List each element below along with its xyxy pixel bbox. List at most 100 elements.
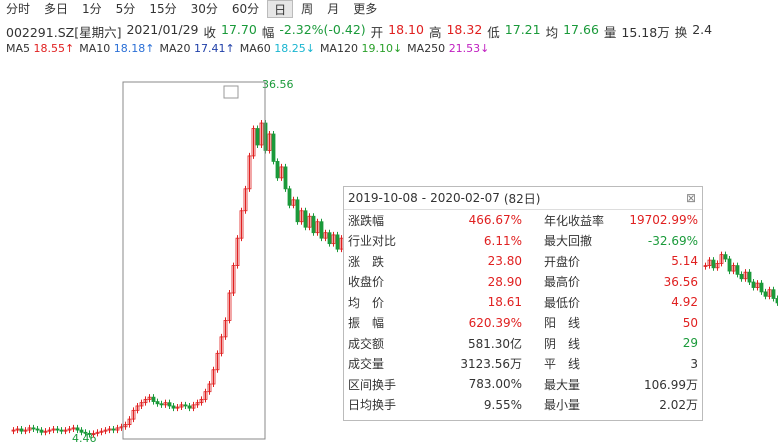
- quote-label: 开: [370, 25, 384, 40]
- row-label: 最大回撤: [544, 234, 593, 249]
- row-value: 466.67%: [468, 213, 522, 228]
- row-label: 最高价: [544, 275, 581, 290]
- tab[interactable]: 15分: [149, 2, 177, 16]
- popup-row: 行业对比 6.11% 最大回撤 -32.69%: [344, 231, 702, 252]
- row-label: 行业对比: [348, 234, 397, 249]
- row-label: 阳 线: [544, 316, 581, 331]
- select-icon[interactable]: [223, 85, 239, 99]
- ma-item: MA60 18.25↓: [240, 42, 315, 55]
- row-label: 平 线: [544, 357, 581, 372]
- popup-row: 区间换手 783.00% 最大量 106.99万: [344, 374, 702, 395]
- selection-box: [122, 81, 266, 440]
- row-label: 最低价: [544, 295, 581, 310]
- range-popup: 2019-10-08 - 2020-02-07 (82日) ⊠ 涨跌幅 466.6…: [343, 186, 703, 421]
- quote-label: 均: [545, 25, 559, 40]
- quote-label: 幅: [261, 25, 275, 40]
- row-value: 36.56: [663, 274, 698, 289]
- high-label: 36.56: [262, 78, 294, 91]
- row-value: 29: [682, 336, 698, 351]
- ma-name: MA5: [6, 42, 31, 55]
- row-label: 开盘价: [544, 254, 581, 269]
- row-value: 2.02万: [659, 398, 698, 413]
- row-label: 成交量: [348, 357, 385, 372]
- popup-table: 涨跌幅 466.67% 年化收益率 19702.99% 行业对比 6.11% 最大回撤 -32…: [344, 210, 702, 415]
- ma-item: MA5 18.55↑: [6, 42, 74, 55]
- ma-bar: MA5 18.55↑ MA10 18.18↑ MA20 17.41↑ MA60 18.…: [6, 42, 489, 55]
- row-value: 106.99万: [644, 377, 698, 392]
- days: (82日): [503, 191, 541, 206]
- row-label: 最小量: [544, 398, 581, 413]
- row-label: 最大量: [544, 377, 581, 392]
- popup-row: 成交额 581.30亿 阴 线 29: [344, 333, 702, 354]
- tab[interactable]: 60分: [231, 2, 260, 16]
- popup-row: 成交量 3123.56万 平 线 3: [344, 354, 702, 375]
- ma-name: MA250: [407, 42, 446, 55]
- ma-item: MA120 19.10↓: [320, 42, 402, 55]
- row-label: 收盘价: [348, 275, 385, 290]
- row-label: 涨跌幅: [348, 213, 385, 228]
- row-label: 阴 线: [544, 336, 581, 351]
- row-value: 50: [682, 315, 698, 330]
- start-date[interactable]: 2019-10-08: [348, 191, 418, 205]
- row-label: 振 幅: [348, 316, 385, 331]
- row-value: 9.55%: [483, 397, 522, 412]
- ma-value: 18.25↓: [274, 42, 315, 55]
- popup-row: 日均换手 9.55% 最小量 2.02万: [344, 395, 702, 416]
- row-label: 均 价: [348, 295, 385, 310]
- ma-item: MA20 17.41↑: [159, 42, 234, 55]
- popup-row: 振 幅 620.39% 阳 线 50: [344, 313, 702, 334]
- quote-label: 高: [428, 25, 442, 40]
- popup-title: 2019-10-08 - 2020-02-07 (82日) ⊠: [344, 187, 702, 210]
- tab[interactable]: 30分: [190, 2, 218, 16]
- tab[interactable]: 更多: [353, 2, 378, 16]
- quote-value: 18.10: [388, 22, 424, 37]
- row-value: 3: [690, 356, 698, 371]
- ma-name: MA120: [319, 42, 358, 55]
- row-value: 6.11%: [483, 233, 522, 248]
- quote-value: 18.32: [446, 22, 483, 37]
- quote-label: 收: [203, 25, 217, 40]
- tab[interactable]: 分时: [6, 2, 31, 16]
- quote-value: 17.21: [504, 22, 541, 37]
- ma-name: MA60: [239, 42, 271, 55]
- quote-label: 换: [674, 25, 688, 40]
- ma-name: MA20: [159, 42, 191, 55]
- tab[interactable]: 5分: [115, 2, 136, 16]
- ma-value: 19.10↓: [361, 42, 403, 55]
- end-date[interactable]: 2020-02-07: [430, 191, 500, 205]
- row-value: 4.92: [671, 295, 698, 310]
- popup-row: 涨 跌 23.80 开盘价 5.14: [344, 251, 702, 272]
- quote-label: 量: [603, 25, 617, 40]
- tab[interactable]: 周: [301, 2, 314, 16]
- row-value: -32.69%: [647, 233, 698, 248]
- row-label: 区间换手: [348, 377, 397, 392]
- tab[interactable]: 多日: [44, 2, 69, 16]
- quote-value: -2.32%(-0.42): [279, 22, 366, 37]
- row-value: 28.90: [487, 274, 522, 289]
- code: 002291.SZ[星期六]: [6, 25, 122, 40]
- close-button[interactable]: ⊠: [685, 191, 696, 205]
- tab[interactable]: 1分: [82, 2, 102, 16]
- ma-item: MA10 18.18↑: [79, 42, 154, 55]
- popup-row: 涨跌幅 466.67% 年化收益率 19702.99%: [344, 210, 702, 231]
- ma-value: 21.53↓: [448, 42, 490, 55]
- popup-row: 均 价 18.61 最低价 4.92: [344, 292, 702, 313]
- quote-bar: 002291.SZ[星期六] 2021/01/29 收 17.70 幅 -2.32%(…: [6, 22, 712, 41]
- ma-name: MA10: [79, 42, 111, 55]
- ma-value: 18.18↑: [113, 42, 155, 55]
- tab[interactable]: 月: [327, 2, 340, 16]
- popup-row: 收盘价 28.90 最高价 36.56: [344, 272, 702, 293]
- row-value: 620.39%: [468, 315, 522, 330]
- date: 2021/01/29: [126, 22, 199, 37]
- quote-label: 低: [487, 25, 500, 40]
- quote-value: 17.66: [563, 22, 599, 37]
- row-value: 18.61: [487, 295, 522, 310]
- row-label: 年化收益率: [544, 213, 605, 228]
- ma-item: MA250 21.53↓: [407, 42, 489, 55]
- row-value: 5.14: [671, 254, 698, 269]
- tab[interactable]: 日: [267, 0, 294, 18]
- row-value: 783.00%: [468, 377, 522, 392]
- ma-value: 18.55↑: [33, 42, 75, 55]
